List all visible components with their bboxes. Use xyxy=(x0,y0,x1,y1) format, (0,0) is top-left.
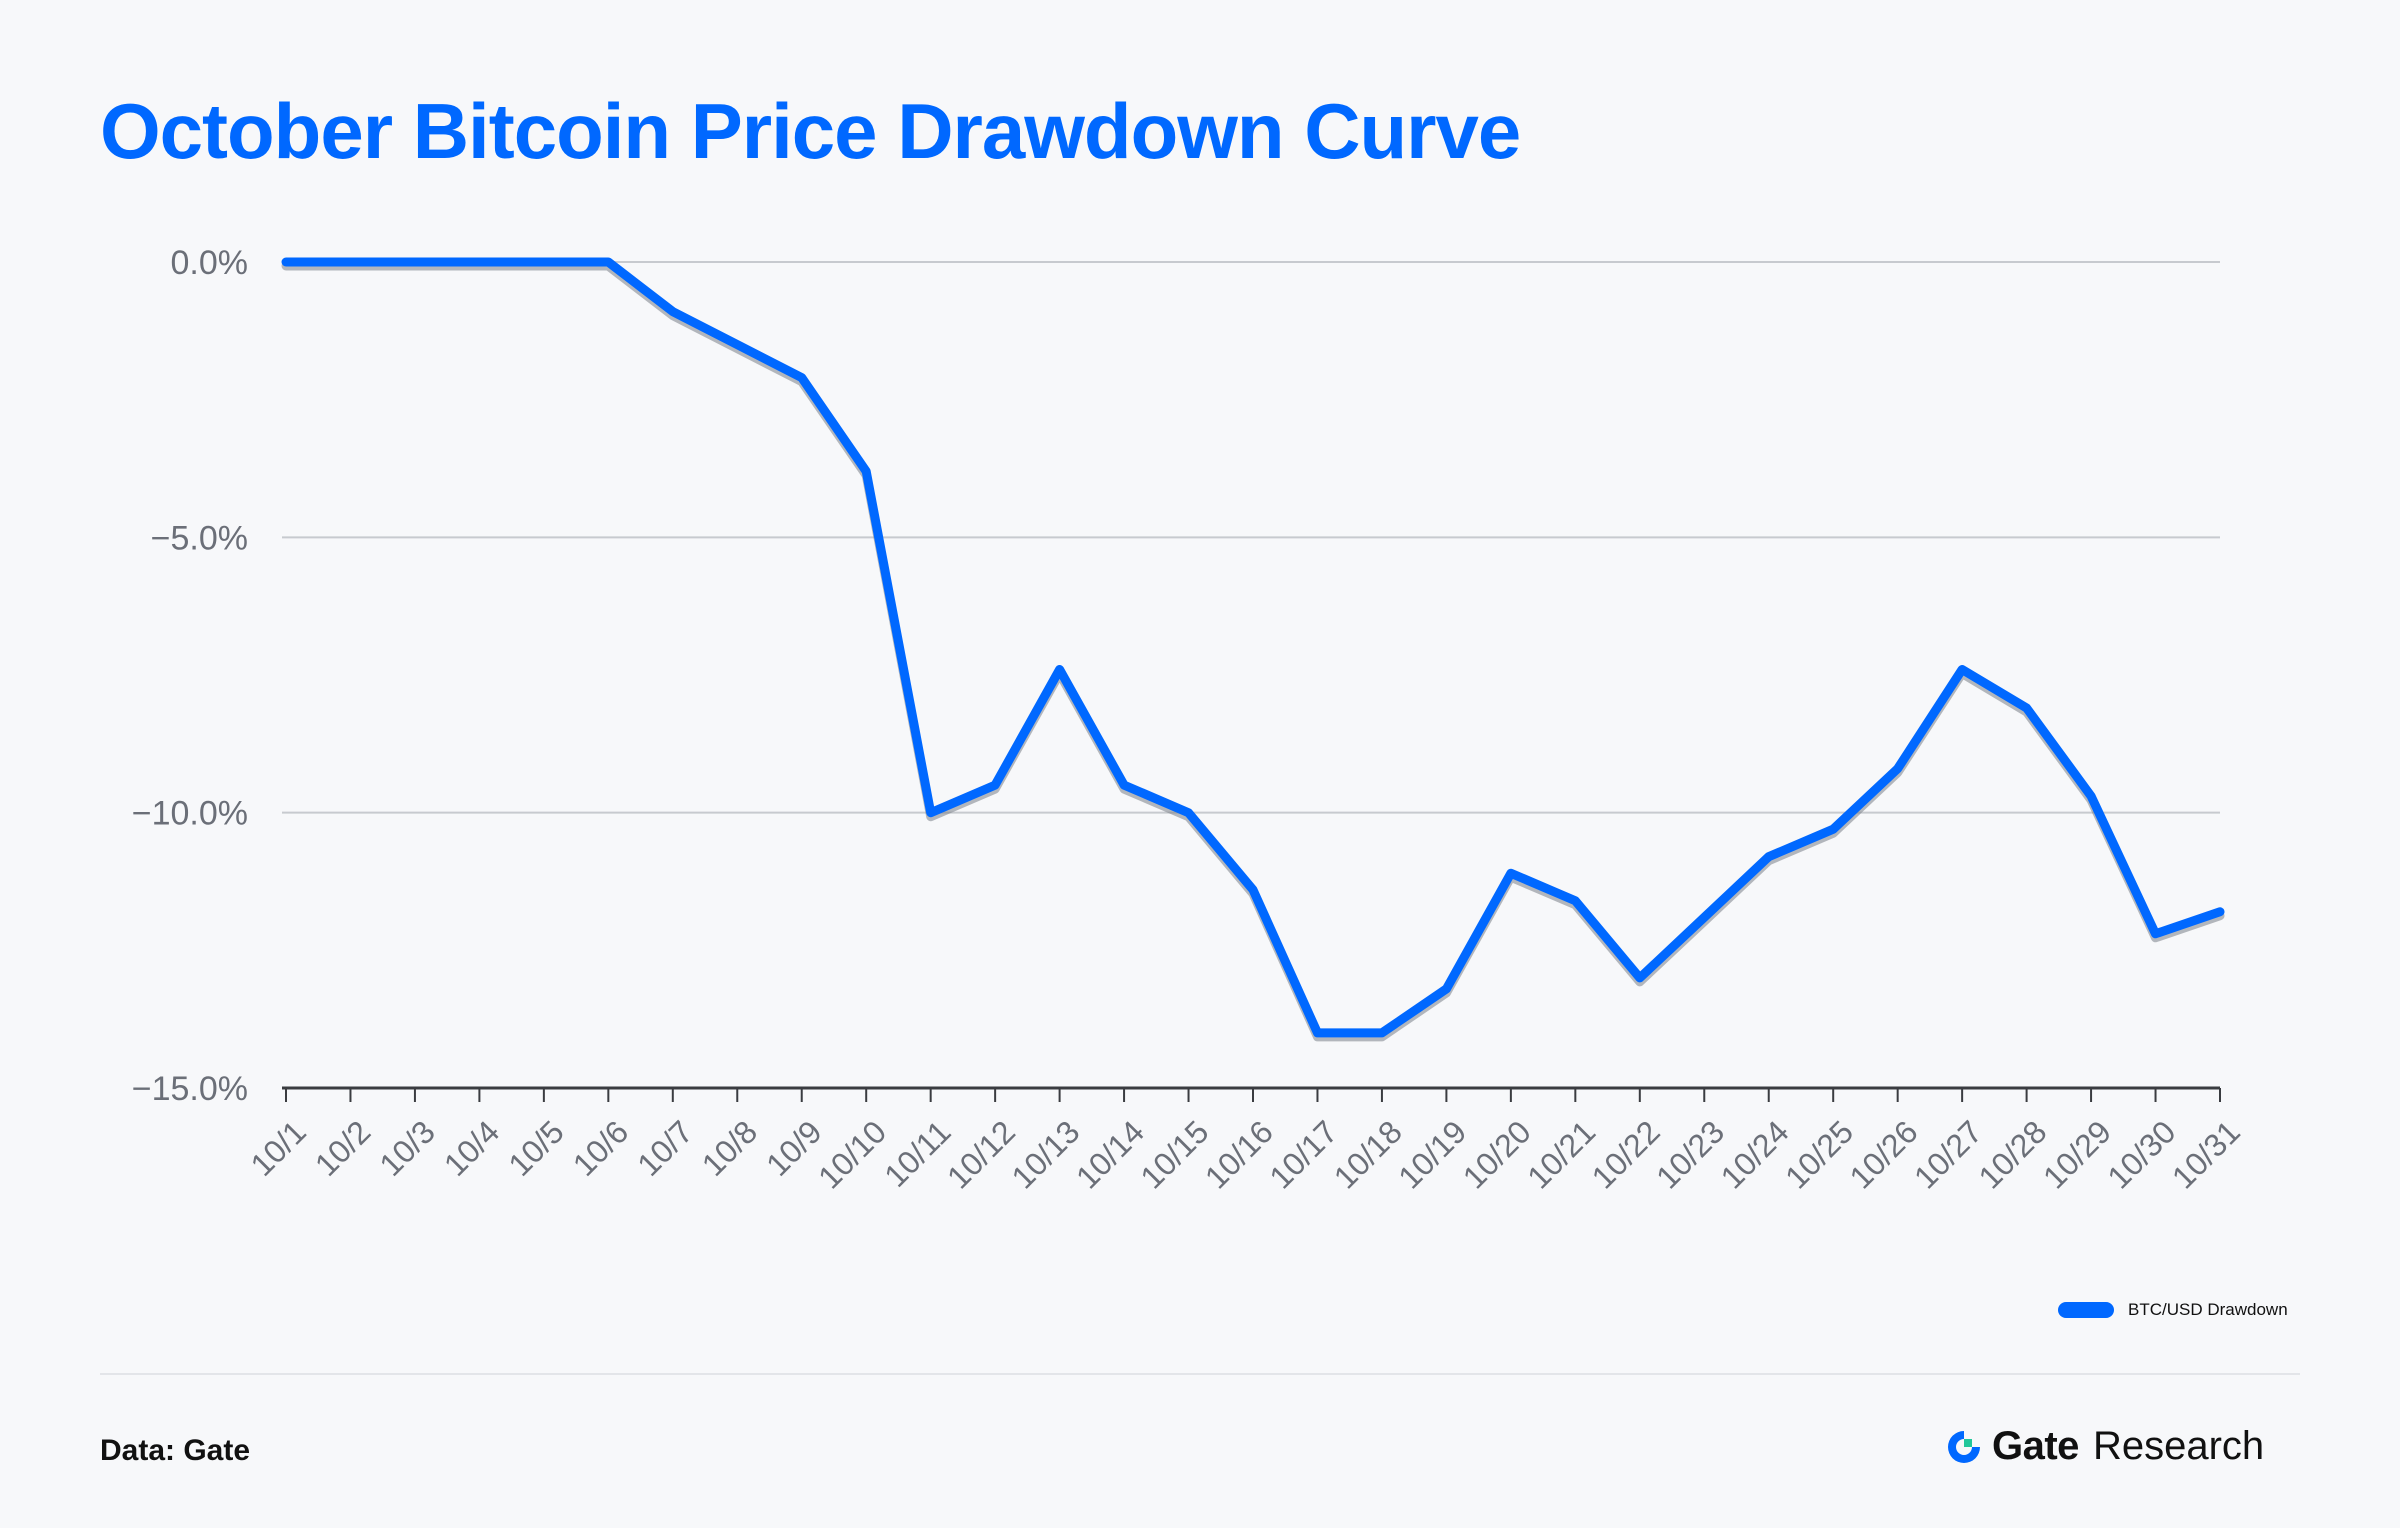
x-tick-label: 10/16 xyxy=(1198,1113,1280,1195)
x-tick-label: 10/7 xyxy=(630,1113,699,1182)
x-tick-label: 10/22 xyxy=(1585,1113,1667,1195)
x-tick-label: 10/24 xyxy=(1714,1113,1796,1195)
brand-logo: Gate Research xyxy=(1944,1424,2264,1469)
x-tick-label: 10/13 xyxy=(1004,1113,1086,1195)
data-point xyxy=(540,258,548,266)
x-tick-label: 10/1 xyxy=(243,1113,312,1182)
data-point xyxy=(1378,1029,1386,1037)
x-tick-label: 10/15 xyxy=(1133,1113,1215,1195)
data-point xyxy=(475,258,483,266)
x-tick-label: 10/26 xyxy=(1843,1113,1925,1195)
grid-lines xyxy=(282,261,2220,1090)
data-point xyxy=(1507,869,1515,877)
data-point xyxy=(798,374,806,382)
x-tick-label: 10/11 xyxy=(877,1113,957,1193)
data-point xyxy=(1700,913,1708,921)
x-tick-label: 10/19 xyxy=(1391,1113,1473,1195)
x-tick-label: 10/12 xyxy=(940,1113,1022,1195)
x-tick-label: 10/8 xyxy=(695,1113,764,1182)
x-tick-label: 10/29 xyxy=(2036,1113,2118,1195)
x-tick-label: 10/31 xyxy=(2165,1113,2247,1195)
chart-title: October Bitcoin Price Drawdown Curve xyxy=(100,87,1521,175)
data-point xyxy=(1958,665,1966,673)
x-tick-label: 10/4 xyxy=(437,1113,506,1182)
y-tick-label: −15.0% xyxy=(132,1070,248,1108)
legend-label: BTC/USD Drawdown xyxy=(2128,1300,2288,1319)
data-point xyxy=(1765,853,1773,861)
data-point xyxy=(1442,985,1450,993)
y-tick-label: −5.0% xyxy=(151,519,248,557)
legend: BTC/USD Drawdown xyxy=(2058,1300,2288,1320)
data-point xyxy=(927,809,935,817)
x-tick-label: 10/25 xyxy=(1778,1113,1860,1195)
x-tick-label: 10/27 xyxy=(1907,1113,1989,1195)
x-tick-label: 10/3 xyxy=(372,1113,441,1182)
data-point xyxy=(1894,765,1902,773)
y-tick-label: 0.0% xyxy=(171,244,249,282)
data-point xyxy=(604,258,612,266)
legend-swatch xyxy=(2058,1302,2114,1318)
data-point xyxy=(2152,930,2160,938)
data-point xyxy=(991,781,999,789)
series-line-shadow xyxy=(281,261,2225,1042)
data-point xyxy=(2216,908,2224,916)
x-tick-label: 10/14 xyxy=(1069,1113,1151,1195)
data-point xyxy=(346,258,354,266)
data-point xyxy=(2087,792,2095,800)
data-point xyxy=(1636,974,1644,982)
data-point xyxy=(1571,897,1579,905)
data-point xyxy=(1829,825,1837,833)
x-tick-label: 10/28 xyxy=(1971,1113,2053,1195)
data-point xyxy=(1056,665,1064,673)
x-tick-label: 10/18 xyxy=(1327,1113,1409,1195)
series-line-btc-usd-drawdown xyxy=(281,257,2225,1038)
data-point xyxy=(1120,781,1128,789)
x-tick-label: 10/2 xyxy=(308,1113,377,1182)
data-source: Data: Gate xyxy=(100,1434,251,1467)
brand-name: Gate xyxy=(1992,1424,2079,1468)
x-tick-label: 10/23 xyxy=(1649,1113,1731,1195)
data-point xyxy=(1313,1029,1321,1037)
gate-logo-icon xyxy=(1948,1430,1980,1463)
x-tick-label: 10/6 xyxy=(566,1113,635,1182)
y-tick-label: −10.0% xyxy=(132,795,248,833)
data-point xyxy=(282,258,290,266)
series-lines xyxy=(281,257,2225,1042)
data-point xyxy=(2023,704,2031,712)
footer-divider xyxy=(100,1373,2300,1375)
x-tick-label: 10/10 xyxy=(811,1113,893,1195)
y-axis-ticks: 0.0% −5.0% −10.0% −15.0% xyxy=(132,244,248,1108)
x-axis: 10/110/210/310/410/510/610/710/810/910/1… xyxy=(243,1088,2247,1196)
data-point xyxy=(1185,809,1193,817)
x-tick-label: 10/30 xyxy=(2100,1113,2182,1195)
x-tick-label: 10/5 xyxy=(501,1113,570,1182)
x-tick-label: 10/17 xyxy=(1262,1113,1344,1195)
data-point xyxy=(411,258,419,266)
brand-suffix: Research xyxy=(2092,1424,2265,1468)
data-point xyxy=(733,341,741,349)
data-point xyxy=(669,308,677,316)
data-point xyxy=(862,467,870,475)
x-tick-label: 10/20 xyxy=(1456,1113,1538,1195)
data-point xyxy=(1249,886,1257,894)
x-tick-label: 10/21 xyxy=(1520,1113,1602,1195)
